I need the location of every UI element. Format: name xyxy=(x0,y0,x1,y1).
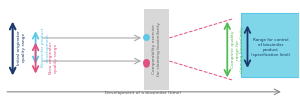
Text: Initial originator
quality range: Initial originator quality range xyxy=(17,30,26,65)
Text: Biosimilar product
development: Biosimilar product development xyxy=(41,28,50,67)
FancyBboxPatch shape xyxy=(144,9,169,90)
Text: New originator
quality range: New originator quality range xyxy=(49,42,58,74)
Text: Comparability exercise
for claiming biosimilarity: Comparability exercise for claiming bios… xyxy=(152,22,161,77)
Text: Development of a biosimilar (time): Development of a biosimilar (time) xyxy=(105,91,182,95)
Text: Complete quality
range for
claiming biosimilarity: Complete quality range for claiming bios… xyxy=(231,26,244,73)
Text: Range for control
of biosimilar
product
(specification limit): Range for control of biosimilar product … xyxy=(250,38,290,57)
FancyBboxPatch shape xyxy=(241,13,298,77)
